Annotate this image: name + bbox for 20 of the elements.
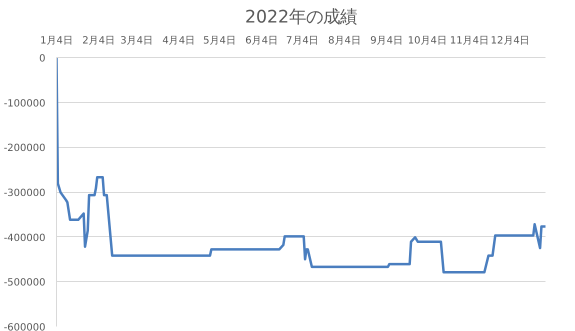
- y-tick-label: -300000: [4, 188, 46, 199]
- y-tick-label: -400000: [4, 232, 46, 244]
- x-tick-label: 2月4日: [82, 36, 115, 46]
- x-tick-label: 8月4日: [328, 36, 361, 46]
- x-tick-label: 12月4日: [490, 36, 530, 46]
- y-tick-label: 0: [39, 54, 46, 64]
- y-tick-label: -200000: [4, 143, 46, 154]
- chart-title: 2022年の成績: [244, 8, 358, 28]
- x-tick-label: 10月4日: [408, 36, 447, 46]
- y-tick-label: -500000: [4, 278, 46, 289]
- x-tick-label: 11月4日: [450, 36, 489, 46]
- y-tick-label: -600000: [4, 322, 46, 331]
- x-tick-label: 1月4日: [40, 36, 73, 46]
- x-tick-label: 4月4日: [162, 36, 196, 46]
- x-tick-label: 6月4日: [245, 36, 278, 46]
- y-tick-label: -100000: [4, 98, 46, 110]
- x-tick-label: 3月4日: [120, 36, 154, 46]
- x-tick-label: 5月4日: [203, 36, 236, 46]
- x-tick-label: 7月4日: [286, 36, 319, 46]
- x-tick-label: 9月4日: [370, 36, 403, 46]
